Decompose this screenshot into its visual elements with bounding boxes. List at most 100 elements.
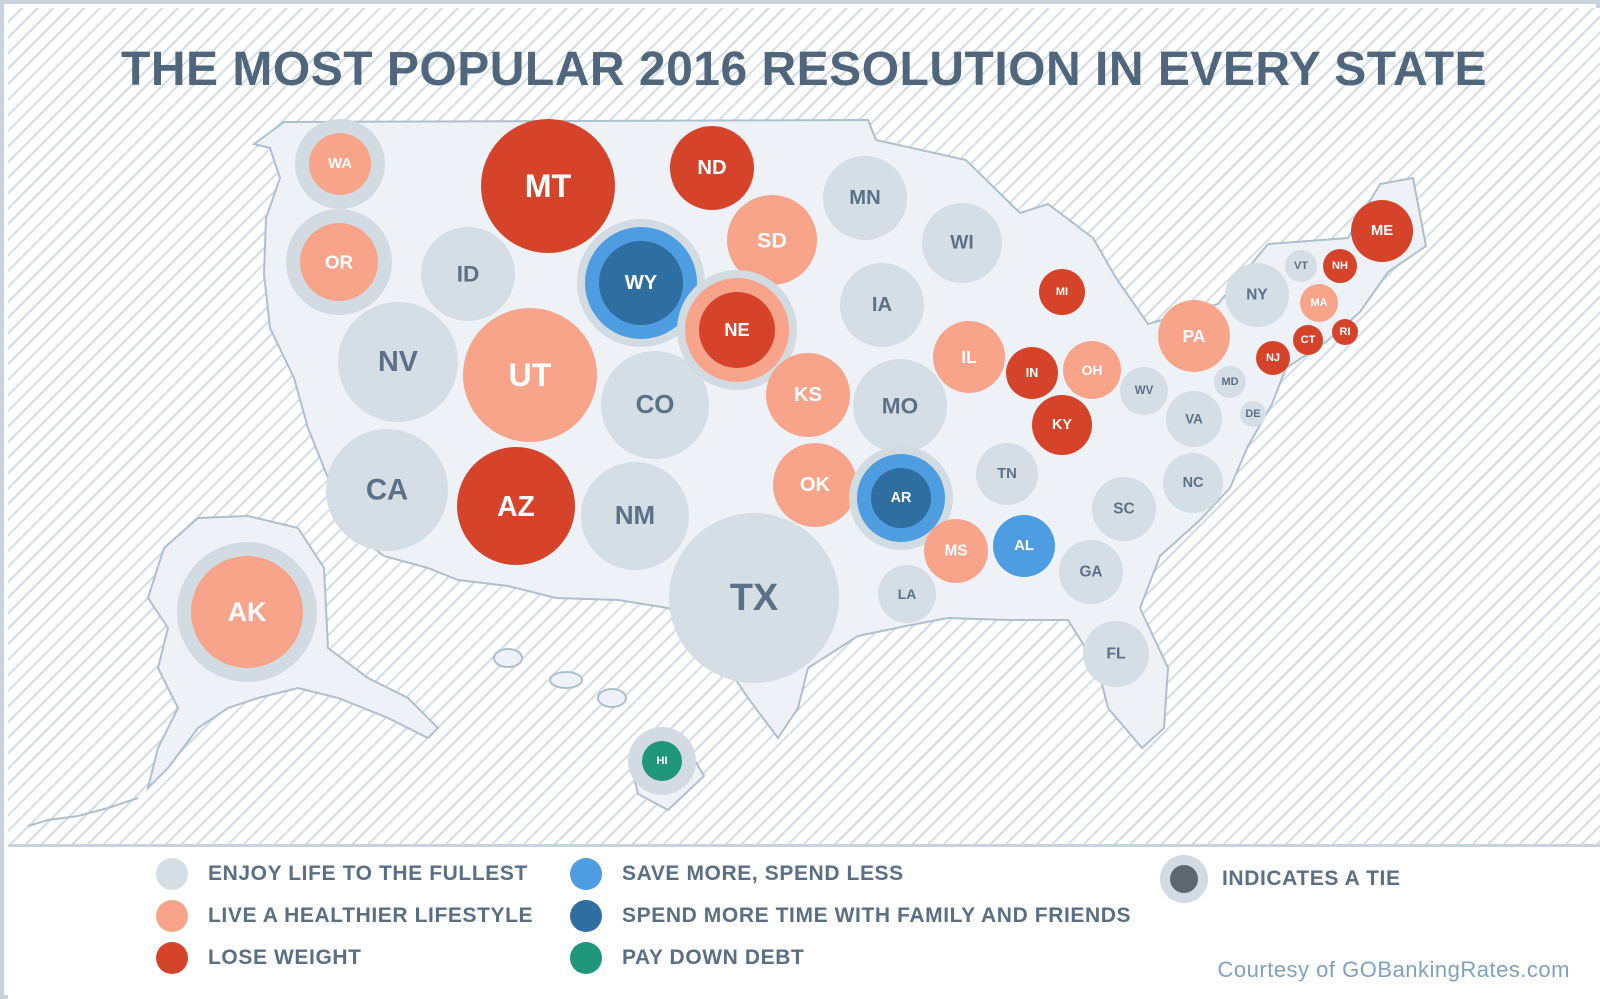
legend-tie-label: INDICATES A TIE: [1222, 867, 1401, 890]
state-bubble-la: LA: [878, 565, 936, 623]
state-label: MO: [882, 394, 918, 419]
state-bubble-hi: HI: [628, 727, 696, 795]
state-label: WI: [950, 233, 973, 254]
state-bubble-ia: IA: [840, 263, 924, 347]
state-bubble-mn: MN: [823, 156, 907, 240]
state-circle: [823, 156, 907, 240]
state-label: TN: [997, 466, 1017, 482]
state-circle: [599, 241, 683, 325]
state-bubble-ma: MA: [1300, 284, 1338, 322]
state-circle: [1332, 319, 1358, 345]
state-circle: [421, 227, 515, 321]
state-label: SD: [757, 228, 787, 253]
legend-swatch-save-more: [570, 858, 602, 890]
state-bubble-mo: MO: [853, 359, 947, 453]
state-circle: [853, 359, 947, 453]
state-label: NY: [1246, 287, 1268, 304]
state-circle: [300, 223, 378, 301]
state-bubble-ak: AK: [177, 542, 317, 682]
state-circle: [1240, 401, 1266, 427]
state-label: CA: [366, 474, 408, 507]
state-bubble-ar: AR: [849, 446, 953, 550]
state-bubble-mt: MT: [481, 119, 615, 253]
state-label: AZ: [497, 490, 535, 522]
state-circle: [1083, 621, 1149, 687]
state-bubble-wa: WA: [295, 119, 385, 209]
state-label: WV: [1135, 385, 1154, 397]
state-label: CO: [636, 391, 675, 419]
state-circle: [1285, 250, 1317, 282]
state-bubble-ms: MS: [924, 519, 988, 583]
state-circle: [326, 429, 448, 551]
state-label: MN: [849, 187, 880, 209]
state-bubble-or: OR: [286, 209, 392, 315]
state-label: VA: [1185, 412, 1203, 427]
legend-swatch-healthier: [156, 900, 188, 932]
state-label: NM: [615, 502, 655, 530]
map-area: THE MOST POPULAR 2016 RESOLUTION IN EVER…: [8, 8, 1600, 847]
state-circle: [1351, 200, 1413, 262]
state-label: FL: [1106, 646, 1126, 663]
state-circle: [1032, 395, 1092, 455]
legend-swatch-lose-weight: [156, 942, 188, 974]
state-label: IN: [1026, 366, 1039, 380]
state-label: AL: [1014, 538, 1034, 554]
state-circle: [1293, 325, 1323, 355]
state-label: OH: [1082, 362, 1103, 378]
state-label: GA: [1079, 564, 1102, 581]
state-label: MT: [525, 168, 572, 204]
state-circle: [933, 321, 1005, 393]
state-bubble-in: IN: [1006, 347, 1058, 399]
state-bubble-il: IL: [933, 321, 1005, 393]
state-circle: [191, 556, 303, 668]
state-bubble-nj: NJ: [1256, 341, 1290, 375]
state-label: KS: [794, 384, 822, 406]
legend-item-debt: PAY DOWN DEBT: [570, 942, 804, 974]
state-circle: [993, 515, 1055, 577]
state-label: TX: [730, 577, 779, 619]
state-bubble-sc: SC: [1092, 477, 1156, 541]
state-label: LA: [898, 586, 917, 602]
state-circle: [481, 119, 615, 253]
state-circle: [840, 263, 924, 347]
state-bubble-de: DE: [1240, 401, 1266, 427]
state-bubble-ga: GA: [1059, 540, 1123, 604]
legend-item-family: SPEND MORE TIME WITH FAMILY AND FRIENDS: [570, 900, 1131, 932]
legend-label: SAVE MORE, SPEND LESS: [622, 862, 904, 885]
legend-item-enjoy-life: ENJOY LIFE TO THE FULLEST: [156, 858, 528, 890]
state-circle: [766, 353, 850, 437]
state-label: ID: [457, 262, 480, 287]
state-bubble-sd: SD: [727, 195, 817, 285]
state-label: ND: [697, 157, 726, 179]
state-bubble-nm: NM: [581, 462, 689, 570]
state-bubble-vt: VT: [1285, 250, 1317, 282]
legend-swatch-family: [570, 900, 602, 932]
state-label: IL: [961, 347, 977, 367]
state-circle: [1158, 300, 1230, 372]
state-circle: [669, 513, 839, 683]
state-bubble-nd: ND: [670, 126, 754, 210]
state-label: IA: [872, 294, 893, 316]
legend-swatch-debt: [570, 942, 602, 974]
state-circle: [1256, 341, 1290, 375]
state-circle: [699, 292, 775, 368]
legend-swatch-enjoy-life: [156, 858, 188, 890]
state-circle: [727, 195, 817, 285]
state-bubble-ri: RI: [1332, 319, 1358, 345]
state-circle: [773, 443, 857, 527]
state-circle: [878, 565, 936, 623]
state-label: SC: [1113, 501, 1134, 518]
state-circle: [924, 519, 988, 583]
legend-item-save-more: SAVE MORE, SPEND LESS: [570, 858, 904, 890]
state-circle: [309, 133, 371, 195]
state-bubble-ne: NE: [677, 270, 797, 390]
legend-label: ENJOY LIFE TO THE FULLEST: [208, 862, 528, 885]
credit-text: Courtesy of GOBankingRates.com: [1217, 957, 1570, 982]
state-bubble-ny: NY: [1225, 263, 1289, 327]
state-circle: [1039, 269, 1085, 315]
state-label: VT: [1294, 260, 1308, 272]
state-bubble-va: VA: [1166, 391, 1222, 447]
state-bubble-ut: UT: [463, 308, 597, 442]
state-circle: [581, 462, 689, 570]
state-label: NH: [1332, 260, 1348, 272]
